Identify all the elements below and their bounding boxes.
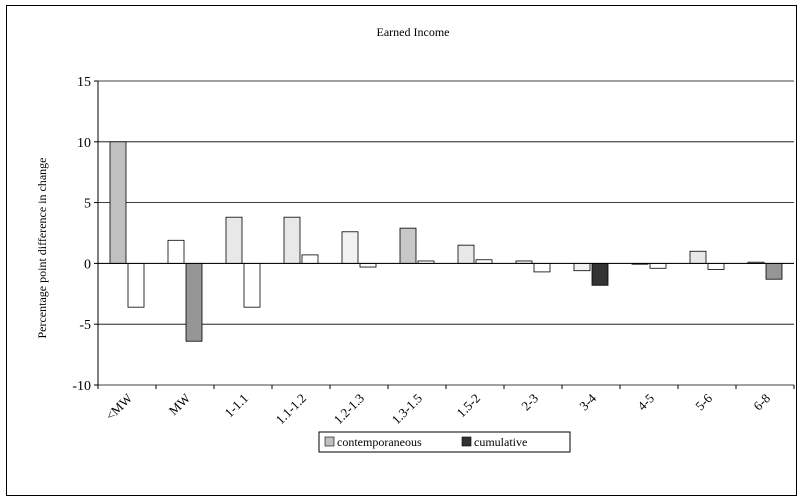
bar-cumulative (649, 262, 667, 269)
x-tick-label: 3-4 (576, 390, 599, 413)
y-tick-label: 0 (84, 257, 91, 272)
x-tick-label: 1.5-2 (453, 391, 483, 421)
x-tick-label: 5-6 (692, 390, 715, 413)
bar-contemporaneous (399, 227, 417, 264)
y-tick-label: -10 (72, 379, 91, 394)
earned-income-chart: Earned Income -10 -5 0 5 10 15 <MW MW 1-1.1 1.1-… (35, 25, 795, 453)
x-tick-label: 1.3-1.5 (388, 391, 425, 428)
chart-frame: Earned Income -10 -5 0 5 10 15 <MW MW 1-1.1 1.1-… (6, 5, 797, 496)
legend-swatch-cumulative (461, 436, 472, 447)
bar-cumulative (591, 262, 609, 286)
legend-label-cumulative: cumulative (474, 435, 527, 449)
legend-swatch-contemporaneous (324, 436, 335, 447)
bars (109, 141, 783, 342)
bar-contemporaneous (167, 239, 185, 264)
bar-contemporaneous (457, 244, 475, 264)
x-tick-label: 1.1-1.2 (272, 391, 309, 428)
bar-cumulative (533, 262, 551, 273)
bar-contemporaneous (573, 262, 591, 272)
x-tick-label: 4-5 (634, 391, 657, 414)
x-tick-label: 2-3 (518, 391, 541, 414)
y-tick-label: -5 (79, 318, 91, 333)
bar-contemporaneous (689, 250, 707, 264)
bar-cumulative (765, 262, 783, 280)
x-tick-label: 1.2-1.3 (330, 391, 367, 428)
legend-label-contemporaneous: contemporaneous (337, 435, 422, 449)
bar-cumulative (475, 259, 493, 264)
legend: contemporaneous cumulative (318, 431, 571, 453)
x-tick-label: 1-1.1 (221, 391, 251, 421)
bar-cumulative (301, 254, 319, 264)
bar-contemporaneous (225, 216, 243, 264)
bar-cumulative (185, 262, 203, 342)
bar-cumulative (127, 262, 145, 308)
x-tick-label: 6-8 (750, 391, 773, 414)
bar-cumulative (243, 262, 261, 308)
bar-cumulative (707, 262, 725, 270)
y-tick-label: 15 (77, 75, 91, 90)
bar-contemporaneous (109, 141, 127, 264)
y-axis-label: Percentage point difference in change (35, 157, 49, 338)
x-tick-labels: <MW MW 1-1.1 1.1-1.2 1.2-1.3 1.3-1.5 1.5-2 2-3 3… (102, 390, 773, 427)
x-tick-label: MW (166, 390, 194, 418)
bar-contemporaneous (283, 216, 301, 264)
axes (94, 80, 795, 389)
bar-cumulative (359, 262, 377, 268)
y-tick-label: 5 (84, 197, 91, 212)
legend-box (318, 431, 571, 453)
y-tick-labels: -10 -5 0 5 10 15 (72, 75, 91, 394)
chart-title: Earned Income (377, 25, 450, 39)
bar-contemporaneous (341, 231, 359, 264)
x-tick-label: <MW (102, 390, 135, 423)
y-tick-label: 10 (77, 136, 91, 151)
